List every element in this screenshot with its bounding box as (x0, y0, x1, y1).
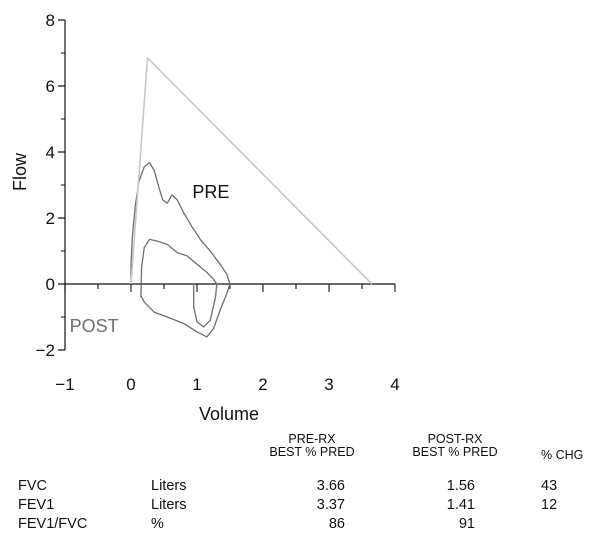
series-line-pre (130, 161, 231, 338)
row-fev1-post: 1.41 (446, 497, 475, 513)
row-fev1-unit: Liters (151, 497, 187, 513)
curve-labels: PRE POST (70, 182, 230, 336)
header-post-line2: BEST % PRED (412, 445, 498, 459)
header-post-rx: POST-RX BEST % PRED (395, 433, 515, 459)
row-fev1-chg: 12 (541, 497, 558, 513)
series-layer (130, 57, 373, 338)
header-post-line1: POST-RX (427, 432, 483, 446)
row-ratio-pre: 86 (328, 516, 345, 532)
row-fvc-name: FVC (18, 478, 47, 494)
x-axis-title: Volume (199, 404, 259, 424)
curve-label-post: POST (70, 316, 119, 336)
row-fvc-unit: Liters (151, 478, 187, 494)
row-fvc-pre: 3.66 (316, 478, 345, 494)
header-pre-rx: PRE-RX BEST % PRED (252, 433, 372, 459)
series-line-post (140, 238, 218, 328)
row-fvc-chg: 43 (541, 478, 558, 494)
tick-labels: −2 0 2 4 6 8 −1 0 1 2 3 4 (36, 11, 400, 394)
row-fev1-pre: 3.37 (316, 497, 345, 513)
row-ratio-name: FEV1/FVC (18, 516, 88, 532)
x-tick-label: −1 (55, 375, 74, 394)
y-axis-title: Flow (10, 152, 30, 191)
flow-volume-chart: −2 0 2 4 6 8 −1 0 1 2 3 4 PRE POST Volume Flow (10, 11, 400, 424)
x-tick-label: 3 (324, 375, 333, 394)
x-tick-label: 1 (192, 375, 201, 394)
x-tick-label: 0 (126, 375, 135, 394)
y-tick-label: 2 (46, 209, 55, 228)
row-fvc-post: 1.56 (446, 478, 475, 494)
y-tick-label: 6 (46, 77, 55, 96)
y-tick-label: 0 (46, 275, 55, 294)
header-pre-line2: BEST % PRED (269, 445, 355, 459)
header-pct-change: % CHG (541, 448, 584, 462)
curve-label-pre: PRE (192, 182, 229, 202)
y-tick-label: −2 (36, 341, 55, 360)
x-tick-label: 4 (390, 375, 399, 394)
x-tick-label: 2 (258, 375, 267, 394)
row-ratio-post: 91 (458, 516, 475, 532)
axes (58, 19, 396, 351)
row-ratio-unit: % (151, 516, 164, 532)
header-pre-line1: PRE-RX (288, 432, 336, 446)
series-line-predicted (130, 57, 373, 285)
row-fev1-name: FEV1 (18, 497, 55, 513)
y-tick-label: 8 (46, 11, 55, 30)
y-tick-label: 4 (46, 143, 55, 162)
